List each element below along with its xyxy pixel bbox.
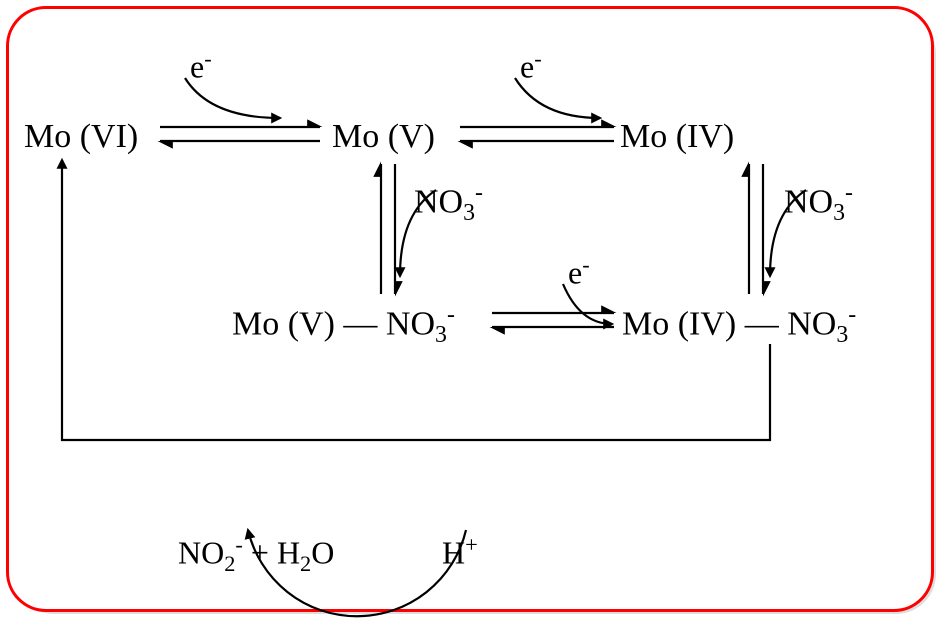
- electron-3: e-: [568, 252, 590, 292]
- species-mo-iv-top: Mo (IV): [620, 118, 734, 156]
- species-no3-b: NO3-: [784, 180, 853, 227]
- species-no3-a: NO3-: [414, 180, 483, 227]
- species-mo-vi: Mo (VI): [24, 118, 138, 156]
- species-mo-v-top: Mo (V): [332, 118, 435, 156]
- products-label: NO2- + H2O: [178, 532, 334, 577]
- species-mo-v-no3: Mo (V) — NO3-: [232, 302, 455, 349]
- proton-label: H+: [442, 532, 478, 572]
- electron-1: e-: [190, 46, 212, 86]
- species-mo-iv-no3: Mo (IV) — NO3-: [622, 302, 856, 349]
- electron-2: e-: [520, 46, 542, 86]
- reaction-diagram: Mo (VI) Mo (V) Mo (IV) Mo (V) — NO3- Mo …: [0, 0, 944, 623]
